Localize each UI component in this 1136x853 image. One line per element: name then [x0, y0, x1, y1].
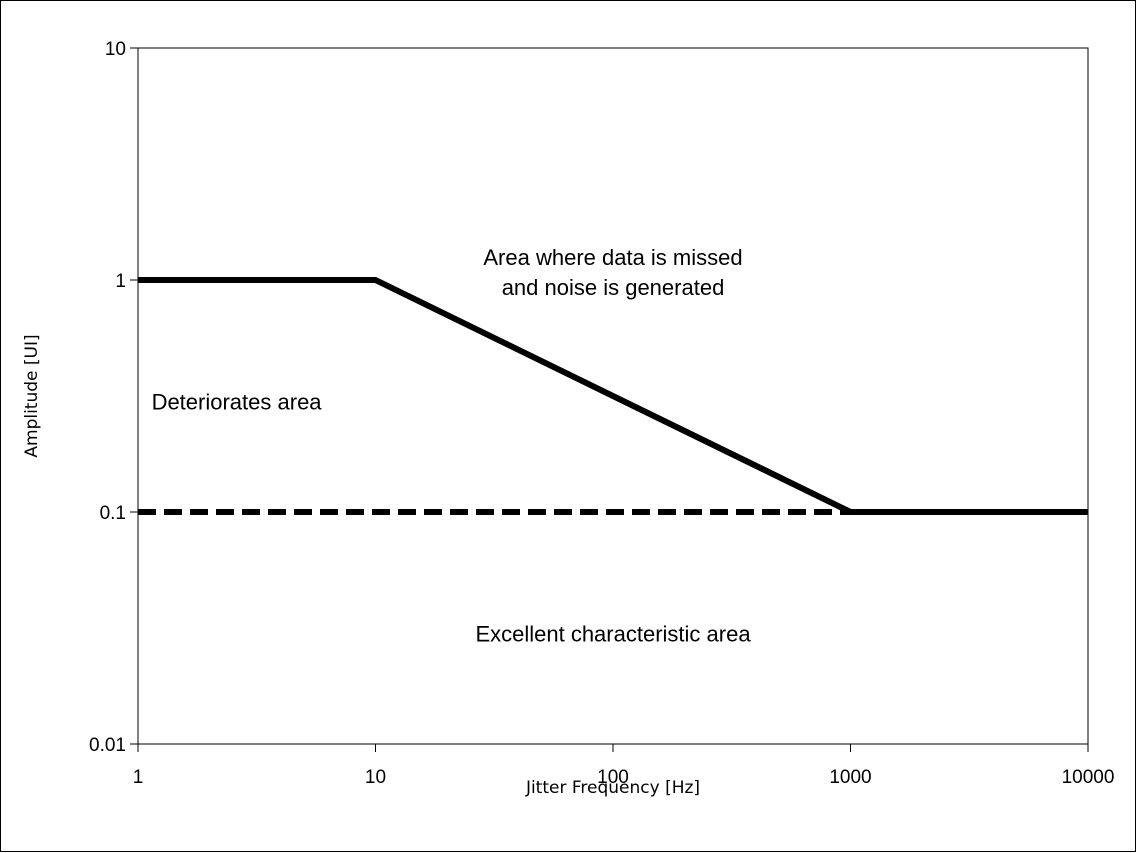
y-tick-label: 0.01: [89, 735, 126, 756]
y-tick-label: 10: [105, 39, 126, 60]
x-axis-title: Jitter Frequency [Hz]: [525, 778, 700, 798]
x-axis-ticks: 1 10 100 1000 10000: [133, 744, 1115, 788]
x-tick-label: 10000: [1062, 767, 1115, 788]
region-annotation-label: Excellent characteristic area: [475, 621, 751, 646]
y-tick-label: 0.1: [100, 503, 126, 524]
x-tick-label: 1000: [829, 767, 871, 788]
y-axis-title: Amplitude [UI]: [22, 334, 42, 457]
annotation-layer: Area where data is missed and noise is ge…: [152, 245, 752, 646]
x-tick-label: 100: [597, 767, 629, 788]
region-annotation-label: Deteriorates area: [152, 389, 323, 414]
y-tick-label: 1: [115, 271, 126, 292]
series-layer: [138, 277, 1088, 515]
region-annotation-label: and noise is generated: [502, 275, 725, 300]
solid-tolerance-line: [138, 277, 1088, 515]
region-annotation-label: Area where data is missed: [483, 245, 742, 270]
y-axis-ticks: 0.01 0.1 1 10: [89, 39, 138, 756]
x-tick-label: 1: [133, 767, 144, 788]
x-tick-label: 10: [365, 767, 386, 788]
